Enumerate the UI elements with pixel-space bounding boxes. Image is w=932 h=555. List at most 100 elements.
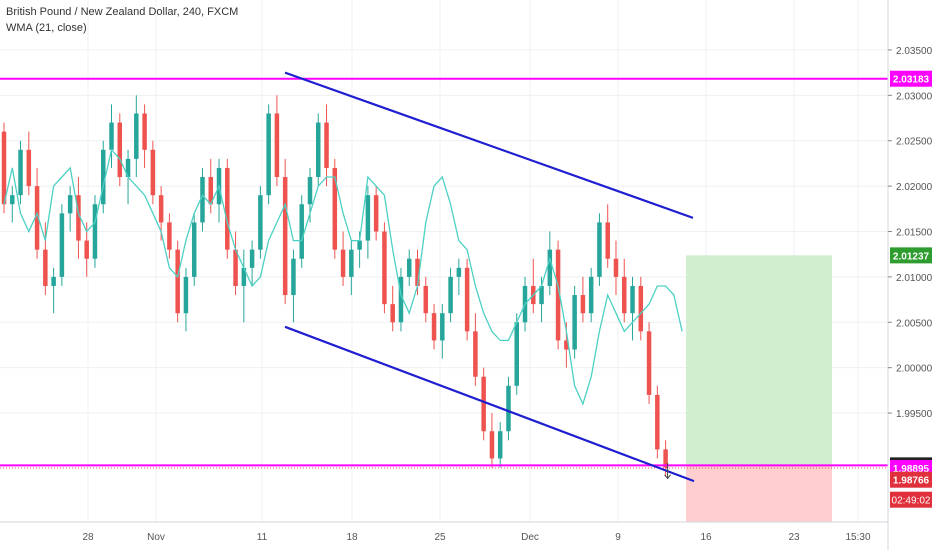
candle-body	[340, 249, 346, 277]
candle-body	[59, 213, 65, 277]
timer-badge-label: 02:49:02	[892, 496, 931, 507]
candle-body	[291, 258, 296, 296]
candle-body	[357, 240, 362, 250]
candle-body	[539, 285, 544, 305]
candle-body	[448, 276, 453, 314]
candle-body	[547, 249, 553, 286]
channel-upper-line	[284, 71, 694, 219]
candle-body	[92, 204, 98, 259]
candle-body	[473, 331, 478, 377]
stop-badge	[890, 471, 932, 488]
candle-body	[489, 431, 495, 459]
candle-body	[630, 285, 635, 314]
candle-body	[316, 122, 321, 178]
x-tick-label: 18	[346, 532, 358, 543]
x-tick-label: Dec	[521, 532, 539, 543]
candle-body	[100, 149, 106, 205]
candle-body	[266, 113, 271, 196]
current-price-badge-label: 1.98895	[893, 464, 930, 475]
candle-body	[382, 231, 387, 305]
indicator-label: WMA (21, close)	[6, 22, 87, 34]
candle-body	[307, 177, 313, 205]
candle-body	[1, 131, 7, 205]
x-tick-label: 11	[257, 532, 268, 543]
candle-body	[150, 149, 156, 196]
x-tick-label: 9	[615, 532, 621, 543]
x-tick-label: 15:30	[845, 532, 870, 543]
candle-body	[208, 177, 213, 205]
candle-body	[456, 267, 462, 277]
candle-body	[67, 195, 73, 214]
candle-body	[564, 340, 569, 350]
x-tick-label: Nov	[147, 532, 165, 543]
candle-body	[655, 394, 660, 450]
candle-body	[43, 249, 48, 286]
candle-body	[597, 222, 602, 277]
wma-line	[3, 148, 683, 406]
x-tick-label: 16	[700, 532, 712, 543]
candle-body	[572, 295, 577, 350]
candle-body	[464, 267, 470, 332]
candle-body	[663, 449, 668, 468]
candle-body	[605, 222, 610, 259]
candle-body	[497, 431, 503, 459]
candle-body	[299, 204, 304, 259]
candle-body	[282, 177, 288, 296]
target-badge	[890, 247, 932, 264]
candle-body	[406, 258, 412, 277]
candle-body	[84, 240, 89, 259]
y-tick-label: 2.00500	[896, 318, 932, 329]
y-tick-label: 2.00000	[896, 364, 932, 375]
candle-body	[51, 276, 56, 286]
y-tick-label: 2.01000	[896, 273, 932, 284]
y-tick-label: 2.01500	[896, 227, 932, 238]
x-tick-label: 28	[82, 532, 94, 543]
candle-body	[332, 167, 338, 250]
candle-body	[390, 304, 395, 323]
candle-body	[555, 249, 561, 341]
chart-title: British Pound / New Zealand Dollar, 240,…	[6, 6, 239, 18]
candle-body	[415, 258, 420, 286]
candle-body	[481, 376, 486, 432]
candle-body	[18, 149, 23, 196]
candle-body	[167, 222, 172, 250]
x-tick-label: 23	[788, 532, 800, 543]
candle-body	[258, 195, 263, 250]
candle-body	[398, 276, 404, 323]
candle-body	[26, 149, 32, 187]
y-tick-label: 2.02500	[896, 137, 932, 148]
candle-body	[125, 158, 131, 178]
candle-body	[431, 313, 437, 341]
candle-body	[440, 313, 445, 341]
candle-body	[175, 249, 180, 314]
resistance-badge	[890, 70, 932, 87]
candle-body	[580, 295, 586, 314]
candle-body	[365, 195, 371, 241]
candle-body	[373, 195, 379, 232]
target-badge-label: 2.01237	[893, 251, 930, 262]
candle-body	[646, 331, 652, 395]
channel-lower-line	[284, 325, 695, 483]
x-tick-label: 25	[434, 532, 446, 543]
candle-body	[142, 113, 147, 150]
candle-body	[76, 195, 81, 241]
candle-body	[225, 167, 230, 250]
candle-body	[324, 122, 329, 168]
candle-body	[423, 285, 429, 314]
y-tick-label: 1.99500	[896, 409, 932, 420]
target-zone	[686, 255, 832, 466]
candle-body	[241, 267, 247, 286]
candle-body	[249, 249, 255, 268]
y-tick-label: 2.03000	[896, 91, 932, 102]
candle-body	[134, 113, 139, 159]
candle-body	[274, 113, 280, 178]
stop-zone	[686, 465, 832, 522]
candle-body	[158, 195, 164, 223]
candle-body	[349, 249, 354, 277]
stop-badge-label: 1.98766	[893, 476, 930, 487]
candle-body	[613, 258, 619, 277]
candle-body	[34, 186, 40, 250]
chart-legend: British Pound / New Zealand Dollar, 240,…	[6, 4, 238, 36]
